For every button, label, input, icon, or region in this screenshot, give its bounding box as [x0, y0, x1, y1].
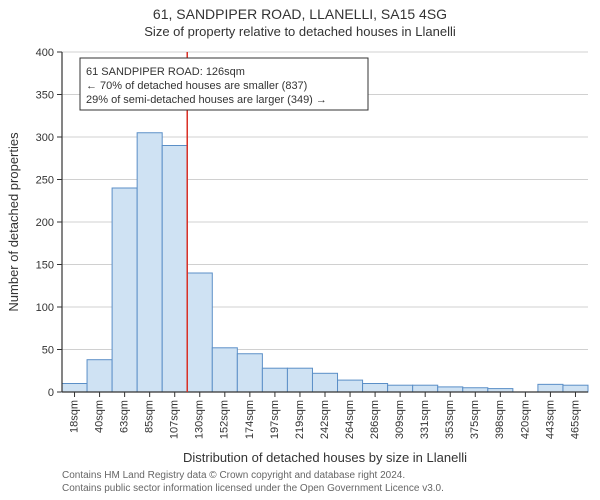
- ytick-label: 300: [36, 132, 54, 144]
- xtick-label: 18sqm: [68, 400, 80, 433]
- xtick-label: 130sqm: [194, 400, 206, 439]
- ytick-label: 0: [48, 387, 54, 399]
- xtick-label: 375sqm: [469, 400, 481, 439]
- ytick-label: 150: [36, 260, 54, 272]
- histogram-chart: 0 50 100 150 200 250 300 350 400 18sqm 40sqm 63sqm 8…: [0, 42, 600, 500]
- xtick-label: 40sqm: [93, 400, 105, 433]
- histogram-bar: [312, 373, 337, 392]
- xtick-label: 63sqm: [119, 400, 131, 433]
- chart-container: 0 50 100 150 200 250 300 350 400 18sqm 40sqm 63sqm 8…: [0, 42, 600, 500]
- page-title-line1: 61, SANDPIPER ROAD, LLANELLI, SA15 4SG: [0, 0, 600, 22]
- histogram-bar: [262, 368, 287, 392]
- histogram-bar: [388, 385, 413, 392]
- histogram-bar: [363, 384, 388, 393]
- ytick-label: 200: [36, 217, 54, 229]
- ytick-label: 400: [36, 47, 54, 59]
- xtick-label: 465sqm: [569, 400, 581, 439]
- histogram-bar: [87, 360, 112, 392]
- xtick-label: 309sqm: [394, 400, 406, 439]
- ytick-label: 50: [42, 345, 54, 357]
- histogram-bar: [137, 133, 162, 392]
- ytick-label: 350: [36, 90, 54, 102]
- footer-line1: Contains HM Land Registry data © Crown c…: [62, 470, 405, 481]
- xtick-label: 420sqm: [519, 400, 531, 439]
- histogram-bar: [338, 380, 363, 392]
- ytick-label: 100: [36, 302, 54, 314]
- xtick-label: 331sqm: [419, 400, 431, 439]
- xtick-label: 197sqm: [269, 400, 281, 439]
- histogram-bar: [413, 385, 438, 392]
- histogram-bar: [187, 273, 212, 392]
- xtick-label: 242sqm: [319, 400, 331, 439]
- footer-line2: Contains public sector information licen…: [62, 483, 444, 494]
- histogram-bar: [563, 385, 588, 392]
- histogram-bar: [463, 388, 488, 392]
- page-title-line2: Size of property relative to detached ho…: [0, 22, 600, 39]
- xtick-label: 85sqm: [144, 400, 156, 433]
- histogram-bar: [538, 384, 563, 392]
- histogram-bar: [237, 354, 262, 392]
- legend-line: 61 SANDPIPER ROAD: 126sqm: [86, 66, 245, 78]
- xtick-label: 353sqm: [444, 400, 456, 439]
- ytick-label: 250: [36, 175, 54, 187]
- xtick-label: 398sqm: [494, 400, 506, 439]
- histogram-bar: [438, 387, 463, 392]
- xtick-label: 107sqm: [169, 400, 181, 439]
- histogram-bar: [212, 348, 237, 392]
- histogram-bar: [162, 146, 187, 393]
- legend-line: ← 70% of detached houses are smaller (83…: [86, 80, 307, 92]
- histogram-bar: [62, 384, 87, 393]
- xtick-label: 264sqm: [344, 400, 356, 439]
- y-axis-title: Number of detached properties: [6, 132, 21, 312]
- x-axis-title: Distribution of detached houses by size …: [183, 450, 467, 465]
- histogram-bar: [112, 188, 137, 392]
- legend-line: 29% of semi-detached houses are larger (…: [86, 94, 327, 106]
- xtick-label: 219sqm: [294, 400, 306, 439]
- xtick-label: 174sqm: [244, 400, 256, 439]
- xtick-label: 152sqm: [219, 400, 231, 439]
- xtick-label: 286sqm: [369, 400, 381, 439]
- histogram-bar: [287, 368, 312, 392]
- xtick-label: 443sqm: [544, 400, 556, 439]
